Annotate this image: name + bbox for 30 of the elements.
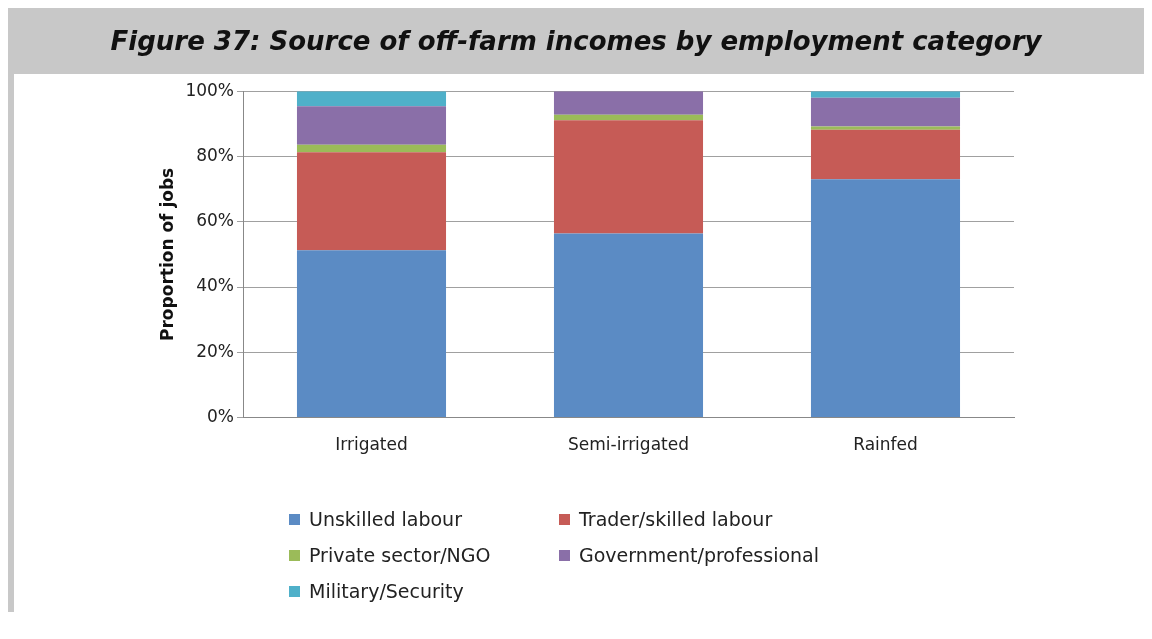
bar <box>296 152 447 251</box>
x-tick-label: Rainfed <box>853 434 918 455</box>
y-tick-label: 40% <box>196 275 234 296</box>
bar <box>296 91 447 107</box>
legend-label: Military/Security <box>309 580 464 602</box>
bar <box>296 106 447 145</box>
y-axis-title: Proportion of jobs <box>156 167 177 341</box>
y-tick-label: 80% <box>196 144 234 165</box>
y-tick-label: 60% <box>196 210 234 231</box>
bar <box>553 91 704 115</box>
y-tick-label: 20% <box>196 340 234 361</box>
legend-label: Private sector/NGO <box>309 544 491 566</box>
bar <box>810 126 961 130</box>
chart-title: Figure 37: Source of off-farm incomes by employment category <box>8 8 1144 74</box>
y-tick-label: 0% <box>207 406 234 427</box>
bar <box>553 120 704 234</box>
x-tick-label: Semi-irrigated <box>568 434 689 455</box>
bar <box>810 129 961 180</box>
bar <box>553 114 704 121</box>
bar <box>296 250 447 418</box>
bar <box>810 179 961 418</box>
x-tick-label: Irrigated <box>335 434 408 455</box>
bar <box>553 233 704 418</box>
y-tick-label: 100% <box>185 79 234 100</box>
bar <box>296 144 447 153</box>
bar <box>810 97 961 127</box>
legend-label: Government/professional <box>579 544 820 566</box>
bar <box>810 91 961 98</box>
legend-label: Unskilled labour <box>309 508 462 530</box>
legend-label: Trader/skilled labour <box>579 508 773 530</box>
